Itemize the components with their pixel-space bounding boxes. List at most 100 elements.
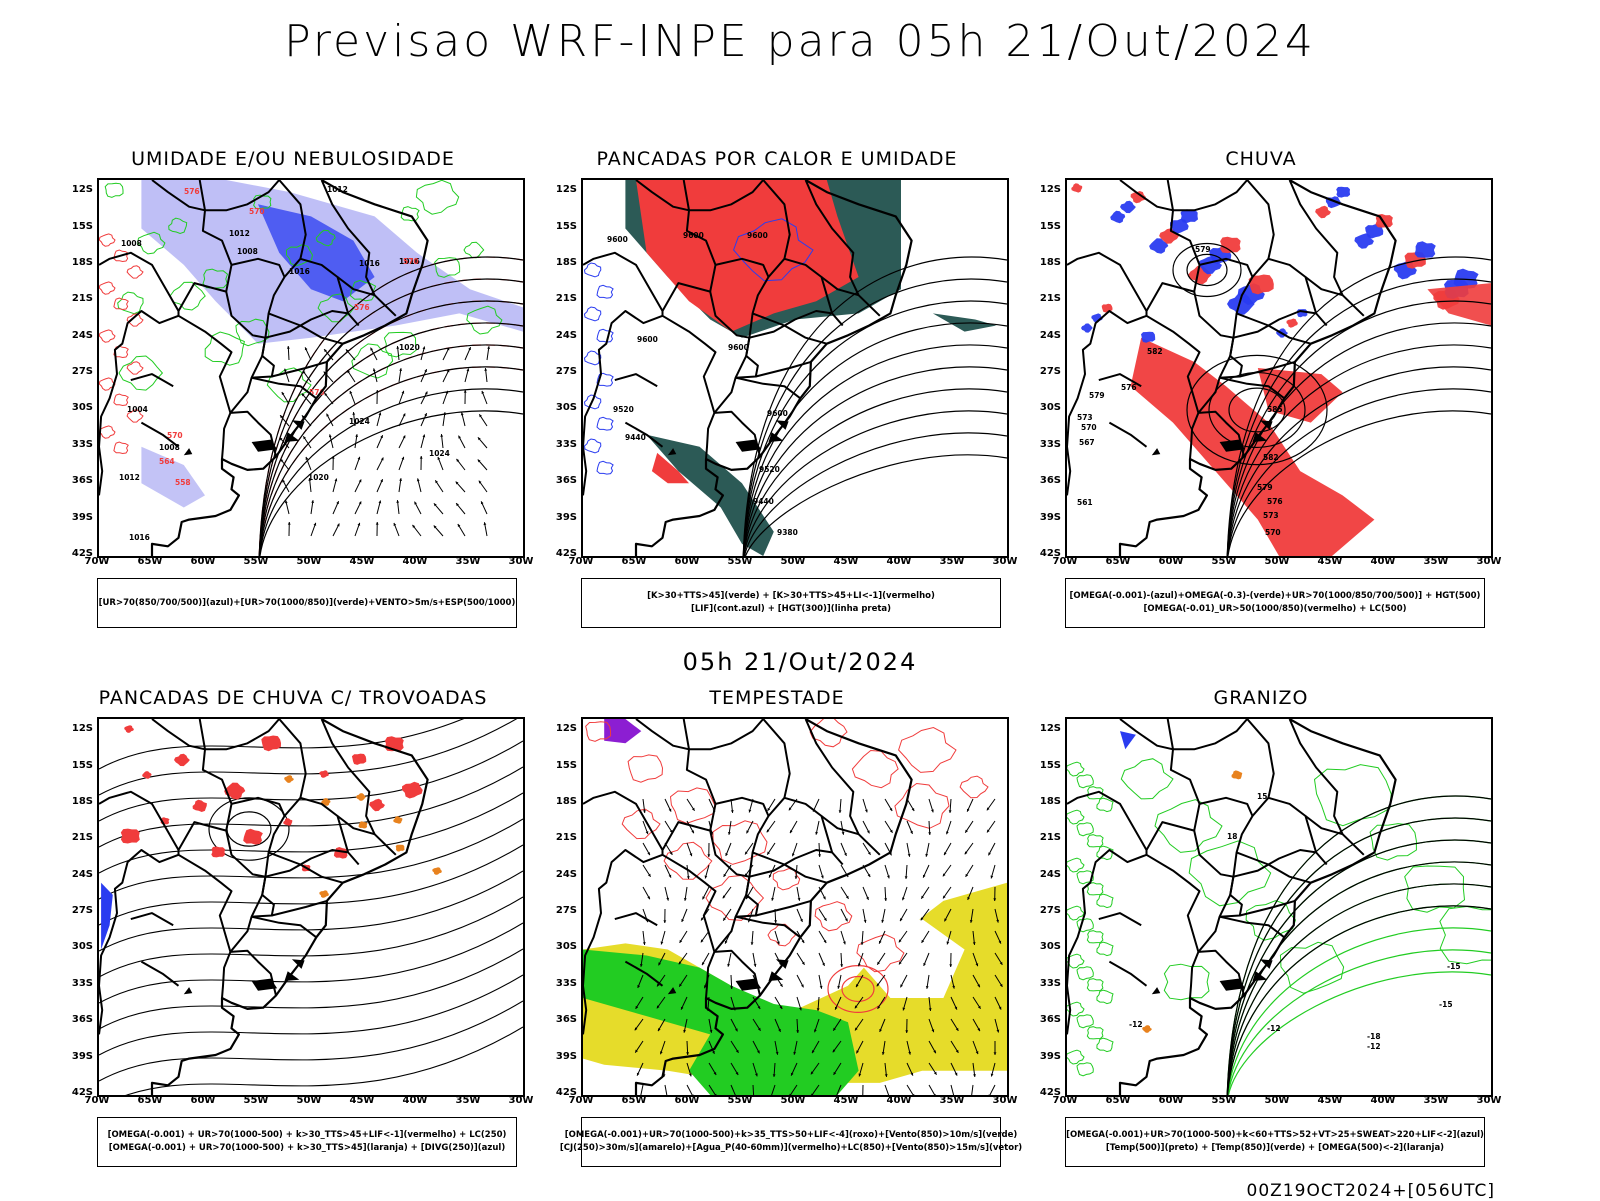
border-line [1200, 798, 1253, 816]
border-line [706, 413, 714, 459]
panel-title: PANCADAS DE CHUVA C/ TROVOADAS [53, 687, 533, 709]
rain-cell [1336, 187, 1350, 198]
lat-tick-label: 30S [541, 941, 577, 952]
lat-tick-label: 24S [57, 330, 93, 341]
border-line [1190, 952, 1198, 998]
isobar-contour-red [99, 426, 115, 438]
contour-label: 9600 [607, 235, 628, 244]
lat-tick-label: 12S [57, 723, 93, 734]
lc250-streamlines [99, 719, 523, 1095]
lc850-contour [960, 776, 988, 798]
wind-arrow [665, 1085, 667, 1095]
temp850-contour [1067, 762, 1084, 776]
border-line [1168, 180, 1173, 210]
lat-tick-label: 27S [541, 905, 577, 916]
legend-box: [OMEGA(-0.001)-(azul)+OMEGA(-0.3)-(verde… [1065, 578, 1485, 628]
rain-cell [1120, 201, 1136, 213]
lat-tick-label: 27S [57, 366, 93, 377]
border-line [1173, 180, 1247, 210]
lon-tick-label: 30W [989, 1095, 1021, 1106]
lake [184, 448, 193, 455]
wind-arrow [687, 1085, 693, 1095]
border-line [615, 913, 657, 925]
lat-tick-label: 39S [1025, 512, 1061, 523]
border-line [684, 719, 689, 749]
pressure-contour [259, 345, 523, 556]
lon-tick-label: 50W [1261, 556, 1293, 567]
lat-tick-label: 27S [541, 366, 577, 377]
border-line [1237, 852, 1311, 882]
temp850-contour [1087, 979, 1103, 991]
temp850-contour [1077, 1063, 1093, 1076]
border-line [756, 362, 811, 377]
hgt300-contour [743, 301, 1007, 556]
temp850-contour [1087, 835, 1103, 847]
lon-tick-label: 60W [1155, 556, 1187, 567]
border-line [131, 913, 173, 925]
lif-contour [597, 329, 613, 342]
border-line [1099, 913, 1141, 925]
lon-tick-label: 50W [1261, 1095, 1293, 1106]
lc850-contour [768, 924, 796, 946]
temp850-contour [1164, 964, 1209, 1000]
lon-tick-label: 55W [1208, 1095, 1240, 1106]
forecast-date-label: 05h 21/Out/2024 [0, 648, 1600, 676]
panel-title: UMIDADE E/OU NEBULOSIDADE [53, 148, 533, 170]
lon-tick-label: 70W [81, 556, 113, 567]
thunder-cell-red [124, 725, 134, 733]
border-line [1173, 719, 1247, 749]
lon-tick-label: 50W [293, 1095, 325, 1106]
temp500-contour [1227, 818, 1491, 1095]
lake [1152, 448, 1161, 455]
border-line [99, 850, 179, 1034]
lat-tick-label: 36S [57, 475, 93, 486]
contour-label: 570 [249, 207, 265, 216]
border-line [615, 374, 657, 386]
wind-arrow-head [352, 412, 355, 415]
contour-label: 1024 [429, 449, 450, 458]
wind-arrow-head [751, 942, 754, 945]
streamline [99, 845, 523, 925]
lon-tick-label: 70W [565, 556, 597, 567]
contour-label: 573 [1077, 413, 1093, 422]
lon-tick-label: 30W [1473, 556, 1505, 567]
border-line [1268, 798, 1326, 865]
thunder-cell-red [211, 847, 225, 858]
lon-tick-label: 55W [1208, 556, 1240, 567]
legend-text: [K>30+TTS>45](verde) + [K>30+TTS>45+LI<-… [647, 590, 935, 603]
lat-tick-label: 33S [1025, 978, 1061, 989]
thunder-cell-red [402, 782, 423, 799]
wind-arrow [929, 1085, 936, 1095]
streamline [99, 949, 523, 1029]
rain-cell [1141, 332, 1155, 343]
legend-text: [OMEGA(-0.001) + UR>70(1000-500) + k>30_… [108, 1129, 507, 1142]
lon-tick-label: 45W [830, 1095, 862, 1106]
lat-tick-label: 18S [57, 796, 93, 807]
lif-contour [585, 263, 601, 277]
lif-contour [597, 461, 613, 474]
streamline [99, 767, 523, 847]
lc850-contour [671, 788, 715, 823]
lon-tick-label: 60W [187, 556, 219, 567]
border-line [756, 901, 811, 916]
thunder-cell-red [142, 771, 152, 779]
contour-label: 576 [1267, 497, 1283, 506]
wind-arrow [951, 1085, 955, 1095]
lat-tick-label: 36S [1025, 1014, 1061, 1025]
lon-tick-label: 40W [1367, 1095, 1399, 1106]
lat-tick-label: 33S [541, 439, 577, 450]
border-line [1233, 850, 1316, 877]
rain-cell [1315, 206, 1331, 218]
isobar-contour-red [114, 442, 128, 454]
wind-arrow-head [707, 854, 710, 857]
contour-label: 564 [159, 457, 175, 466]
border-line [1306, 816, 1343, 834]
lon-tick-label: 65W [134, 1095, 166, 1106]
lat-tick-label: 12S [541, 184, 577, 195]
